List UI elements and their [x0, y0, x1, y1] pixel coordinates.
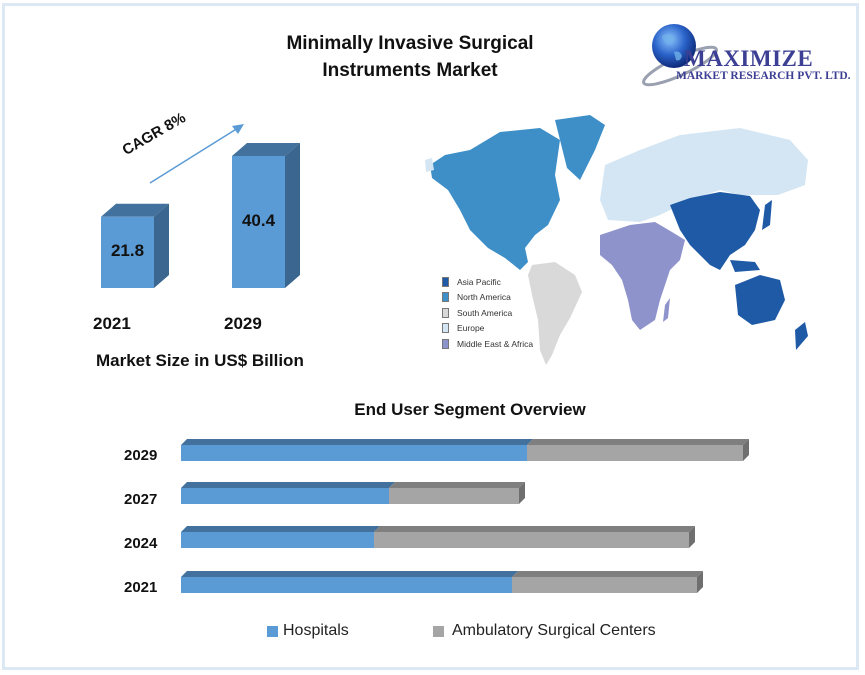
region-south-america — [528, 262, 582, 365]
map-legend-item: Europe — [442, 321, 533, 337]
infographic-title: Minimally Invasive Surgical Instruments … — [250, 30, 570, 84]
legend-swatch — [442, 307, 449, 318]
map-legend-item: South America — [442, 305, 533, 321]
bar-2024-end — [689, 526, 695, 548]
legend-swatch — [442, 292, 449, 303]
legend-label-hospitals: Hospitals — [283, 622, 349, 639]
map-legend-item: Asia Pacific — [442, 274, 533, 290]
legend-label: Middle East & Africa — [457, 338, 534, 349]
x-tick-2029: 2029 — [224, 314, 262, 333]
globe-icon — [642, 24, 718, 87]
bar-2024-asc-top — [374, 526, 695, 532]
legend-swatch-hospitals — [267, 625, 278, 637]
cagr-arrow-line — [149, 127, 239, 184]
bar-2021-hospitals — [181, 577, 512, 593]
y-tick-2027: 2027 — [124, 491, 158, 508]
y-tick-2029: 2029 — [124, 447, 158, 464]
region-north-america — [430, 115, 605, 270]
bar-2021-asc — [512, 577, 697, 593]
bar-2027-hospitals — [181, 488, 389, 504]
bar-2021 — [101, 216, 154, 288]
y-tick-2024: 2024 — [124, 535, 158, 552]
region-middle-east-africa — [600, 222, 685, 330]
bar-value-2021: 21.8 — [110, 241, 145, 261]
map-legend-item: North America — [442, 290, 533, 306]
bar-2021-end — [697, 571, 703, 593]
bar-2021-hospitals-top — [181, 571, 518, 577]
title-line-2: Instruments Market — [322, 60, 498, 81]
bar-2029-asc — [527, 445, 743, 461]
bar-2029 — [232, 156, 285, 288]
map-legend-item: Middle East & Africa — [442, 336, 533, 352]
legend-swatch — [442, 276, 449, 287]
legend-hospitals: Hospitals — [267, 622, 349, 640]
bar-2027-hospitals-top — [181, 482, 395, 488]
logo-name: MAXIMIZE — [684, 46, 814, 71]
bar-2024-asc — [374, 532, 689, 548]
legend-label: Europe — [457, 323, 485, 334]
bar-2024-hospitals-top — [181, 526, 380, 532]
bar-2029-side — [285, 143, 300, 288]
title-line-1: Minimally Invasive Surgical — [286, 33, 534, 54]
company-logo: MAXIMIZE MARKET RESEARCH PVT. LTD. — [632, 22, 862, 92]
bar-2029-end — [743, 439, 749, 461]
x-tick-2021: 2021 — [93, 314, 131, 333]
cagr-arrow-head — [232, 124, 244, 134]
legend-label: Asia Pacific — [457, 276, 501, 287]
legend-label-asc: Ambulatory Surgical Centers — [452, 622, 656, 639]
legend-swatch-asc — [433, 625, 444, 637]
region-asia-pacific — [670, 192, 808, 350]
bar-2024-hospitals — [181, 532, 374, 548]
bar-2029-hospitals-top — [181, 439, 533, 445]
logo-subtitle: MARKET RESEARCH PVT. LTD. — [676, 70, 851, 82]
y-tick-2021: 2021 — [124, 579, 158, 596]
bar-2021-top — [101, 203, 169, 217]
bar-2027-end — [519, 482, 525, 504]
legend-asc: Ambulatory Surgical Centers — [433, 622, 656, 640]
bar-2027-asc-top — [389, 482, 525, 488]
bar-2029-top — [232, 143, 300, 156]
bar-2027-asc — [389, 488, 519, 504]
region-europe — [425, 128, 808, 222]
map-legend: Asia Pacific North America South America… — [442, 274, 533, 352]
legend-label: South America — [457, 307, 513, 318]
bar-value-2029: 40.4 — [241, 211, 276, 230]
bar-2029-asc-top — [527, 439, 749, 445]
bar-2021-side — [154, 203, 169, 288]
bar-2021-asc-top — [512, 571, 703, 577]
segment-chart-title: End User Segment Overview — [354, 400, 586, 419]
legend-swatch — [442, 323, 449, 334]
infographic-frame — [2, 3, 859, 670]
market-size-caption: Market Size in US$ Billion — [96, 351, 304, 370]
legend-label: North America — [457, 292, 511, 303]
bar-2029-hospitals — [181, 445, 527, 461]
legend-swatch — [442, 338, 449, 349]
